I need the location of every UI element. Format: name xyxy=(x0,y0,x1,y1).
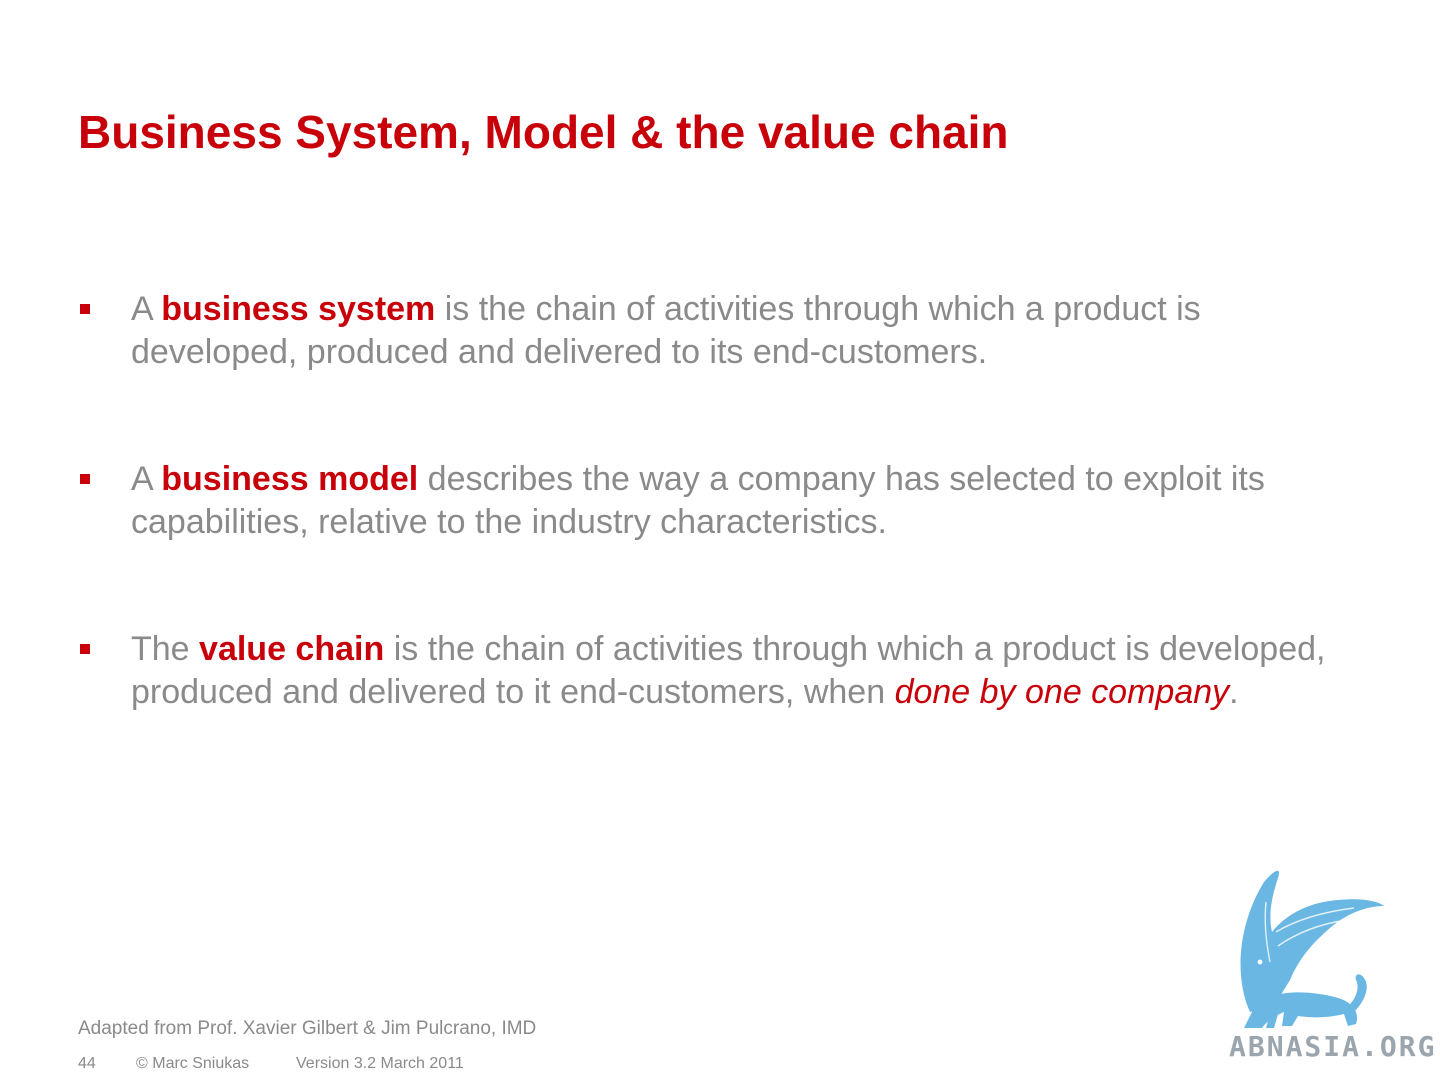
copyright: © Marc Sniukas xyxy=(136,1055,250,1072)
bullet-prefix: A xyxy=(131,290,162,328)
source-note: Adapted from Prof. Xavier Gilbert & Jim … xyxy=(78,1018,537,1039)
bullet-prefix: The xyxy=(131,630,200,668)
bullet-text: describes the way a company has selected… xyxy=(131,460,1265,541)
slide-title: Business System, Model & the value chain xyxy=(78,106,1009,158)
bullet-business-model: A business model describes the way a com… xyxy=(78,458,1368,544)
page-number: 44 xyxy=(78,1055,96,1072)
bullet-term: business system xyxy=(161,290,436,328)
bullet-term: value chain xyxy=(199,630,385,668)
version-label: Version 3.2 March 2011 xyxy=(296,1055,464,1072)
bullet-prefix: A xyxy=(131,460,162,498)
bullet-list: A business system is the chain of activi… xyxy=(78,288,1368,714)
square-bullet-icon xyxy=(80,304,90,314)
bullet-text: is the chain of activities through which… xyxy=(131,290,1201,371)
bullet-emphasis: done by one company xyxy=(894,673,1230,711)
square-bullet-icon xyxy=(80,644,90,654)
griffin-icon xyxy=(1240,870,1384,1028)
watermark-text: ABNASIA.ORG xyxy=(1229,1030,1437,1063)
bullet-suffix: . xyxy=(1229,673,1239,711)
bullet-value-chain: The value chain is the chain of activiti… xyxy=(78,628,1368,714)
bullet-text: is the chain of activities through which… xyxy=(131,630,1326,711)
bullet-business-system: A business system is the chain of activi… xyxy=(78,288,1368,374)
square-bullet-icon xyxy=(80,474,90,484)
bullet-term: business model xyxy=(161,460,419,498)
